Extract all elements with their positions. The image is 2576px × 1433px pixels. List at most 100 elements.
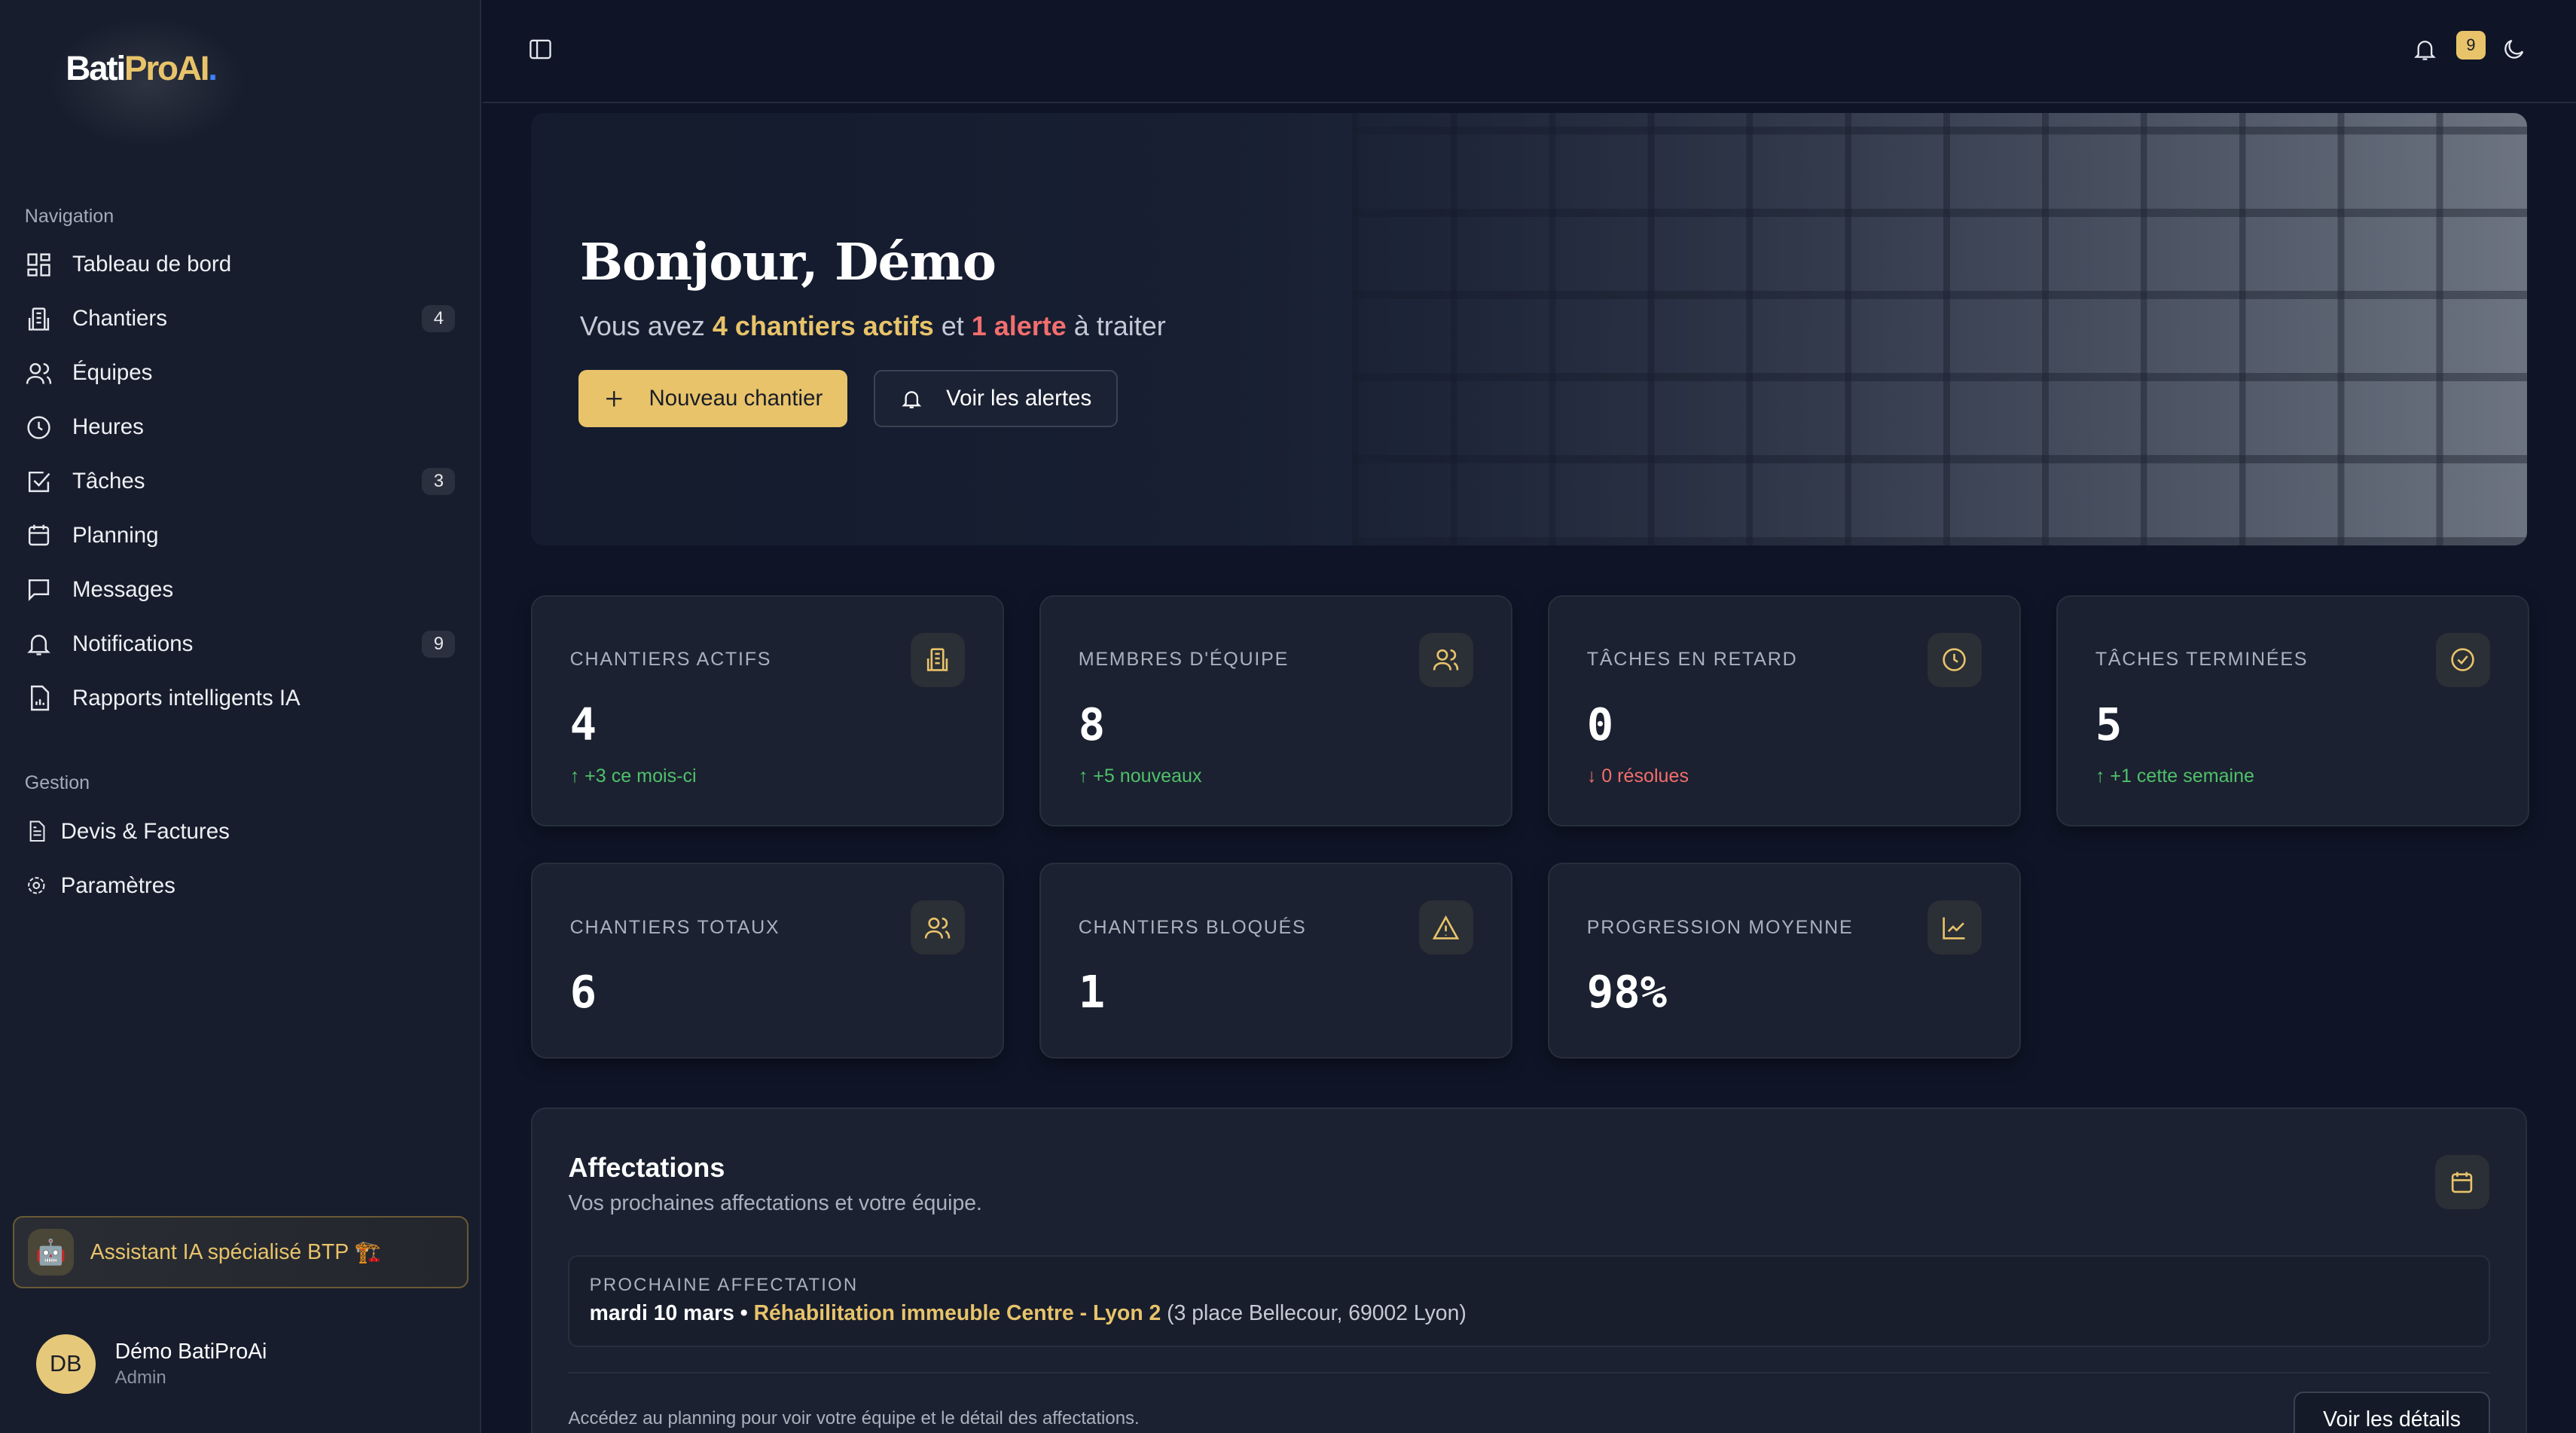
- sidebar-item-label: Notifications: [72, 631, 194, 656]
- message-icon: [28, 579, 49, 602]
- bell-icon[interactable]: [2412, 36, 2438, 63]
- stat-label: TÂCHES TERMINÉES: [2095, 649, 2309, 671]
- users-icon: [910, 900, 965, 955]
- stat-label: MEMBRES D'ÉQUIPE: [1078, 649, 1290, 671]
- user-name: Démo BatiProAi: [114, 1339, 267, 1364]
- sidebar-item-label: Planning: [72, 523, 159, 548]
- check-square-icon: [28, 471, 50, 492]
- sidebar-item-0[interactable]: Tableau de bord: [25, 242, 456, 288]
- count-badge: 9: [422, 630, 456, 658]
- stat-value: 4: [569, 698, 597, 750]
- sidebar-item-label: Tâches: [72, 469, 145, 494]
- stat-card[interactable]: MEMBRES D'ÉQUIPE 8 ↑ +5 nouveaux: [1039, 594, 1512, 827]
- greeting-title: Bonjour, Démo: [579, 231, 997, 292]
- view-details-button[interactable]: Voir les détails: [2293, 1392, 2491, 1433]
- logo-glow: [49, 16, 247, 148]
- check-circle-icon: [2435, 632, 2490, 687]
- sidebar-item-1[interactable]: Chantiers 4: [25, 296, 456, 342]
- building-icon: [910, 632, 965, 687]
- sidebar-item-7[interactable]: Notifications 9: [25, 621, 456, 667]
- affectations-card: Affectations Vos prochaines affectations…: [530, 1108, 2527, 1433]
- sidebar-item-5[interactable]: Planning: [25, 513, 456, 559]
- sidebar-item-8[interactable]: Rapports intelligents IA: [25, 675, 456, 721]
- plus-icon: [606, 390, 622, 407]
- stat-card[interactable]: PROGRESSION MOYENNE 98%: [1547, 863, 2021, 1059]
- bell-icon: [902, 390, 922, 408]
- users-icon: [1418, 632, 1473, 687]
- sidebar-item-label: Heures: [72, 414, 144, 440]
- sidebar-item-3[interactable]: Heures: [25, 405, 456, 451]
- sidebar-item-label: Équipes: [72, 360, 153, 386]
- greeting-subtitle: Vous avez 4 chantiers actifs et 1 alerte…: [579, 310, 1166, 342]
- stat-value: 8: [1078, 698, 1106, 750]
- user-role: Admin: [114, 1367, 166, 1388]
- stat-value: 0: [1586, 698, 1614, 750]
- next-assignment-value: mardi 10 mars • Réhabilitation immeuble …: [589, 1301, 1467, 1326]
- stat-label: CHANTIERS TOTAUX: [569, 916, 780, 938]
- affectations-subtitle: Vos prochaines affectations et votre équ…: [568, 1191, 982, 1216]
- sidebar-item-2[interactable]: Équipes: [25, 350, 456, 396]
- clock-icon: [27, 415, 50, 439]
- view-alerts-button[interactable]: Voir les alertes: [874, 369, 1118, 428]
- stat-label: CHANTIERS BLOQUÉS: [1078, 916, 1307, 938]
- new-chantier-button[interactable]: Nouveau chantier: [578, 369, 847, 428]
- stat-label: PROGRESSION MOYENNE: [1586, 916, 1854, 938]
- building-icon: [28, 307, 49, 331]
- sidebar-toggle-icon[interactable]: [527, 36, 554, 63]
- stat-card[interactable]: TÂCHES EN RETARD 0 ↓ 0 résolues: [1547, 594, 2021, 827]
- stat-label: TÂCHES EN RETARD: [1586, 649, 1798, 671]
- stat-card[interactable]: CHANTIERS ACTIFS 4 ↑ +3 ce mois-ci: [530, 594, 1004, 827]
- user-profile[interactable]: DB Démo BatiProAi Admin: [35, 1334, 267, 1394]
- gear-icon: [27, 877, 45, 894]
- stat-card[interactable]: TÂCHES TERMINÉES 5 ↑ +1 cette semaine: [2056, 594, 2529, 827]
- stat-trend: ↓ 0 résolues: [1586, 765, 1689, 787]
- affectations-title: Affectations: [568, 1151, 725, 1183]
- notification-badge[interactable]: 9: [2455, 31, 2486, 60]
- chart-line-icon: [1927, 900, 1982, 955]
- count-badge: 4: [422, 304, 456, 333]
- stat-label: CHANTIERS ACTIFS: [569, 649, 772, 671]
- nav-section-title: Navigation: [24, 205, 114, 227]
- sidebar-item-4[interactable]: Tâches 3: [25, 459, 456, 505]
- report-icon: [30, 686, 49, 711]
- sidebar-item-label: Messages: [72, 577, 174, 603]
- stat-value: 6: [569, 966, 597, 1019]
- file-icon: [29, 820, 45, 842]
- stat-value: 1: [1078, 966, 1106, 1019]
- stat-card[interactable]: CHANTIERS TOTAUX 6: [530, 863, 1004, 1059]
- sidebar: BatiProAI. Navigation Tableau de bord Cha…: [0, 0, 482, 1433]
- next-assignment-label: PROCHAINE AFFECTATION: [589, 1275, 859, 1296]
- sidebar-item-parametres[interactable]: Paramètres: [25, 863, 456, 909]
- stat-trend: ↑ +1 cette semaine: [2095, 765, 2255, 787]
- hero-banner: Bonjour, Démo Vous avez 4 chantiers acti…: [530, 113, 2527, 546]
- calendar-icon: [28, 525, 49, 546]
- stat-trend: ↑ +3 ce mois-ci: [569, 765, 697, 787]
- sidebar-item-label: Rapports intelligents IA: [72, 685, 301, 710]
- ai-assistant-label: Assistant IA spécialisé BTP 🏗️: [90, 1240, 381, 1264]
- sidebar-item-label: Chantiers: [72, 306, 167, 332]
- gestion-section-title: Gestion: [24, 772, 90, 794]
- topbar: [483, 0, 2576, 104]
- sidebar-item-devis[interactable]: Devis & Factures: [25, 808, 456, 854]
- stat-trend: ↑ +5 nouveaux: [1078, 765, 1202, 787]
- robot-icon: 🤖: [27, 1229, 74, 1276]
- users-icon: [26, 362, 51, 384]
- dashboard-icon: [27, 252, 50, 277]
- stat-value: 5: [2095, 698, 2123, 750]
- count-badge: 3: [422, 467, 456, 496]
- stat-card[interactable]: CHANTIERS BLOQUÉS 1: [1039, 863, 1512, 1059]
- sidebar-item-label: Devis & Factures: [60, 818, 230, 844]
- avatar: DB: [35, 1334, 96, 1394]
- stat-value: 98%: [1586, 966, 1668, 1019]
- next-assignment[interactable]: PROCHAINE AFFECTATION mardi 10 mars • Ré…: [568, 1255, 2491, 1348]
- calendar-icon: [2434, 1155, 2489, 1210]
- sidebar-item-label: Paramètres: [60, 872, 175, 898]
- sidebar-item-label: Tableau de bord: [72, 252, 232, 277]
- moon-icon[interactable]: [2501, 36, 2527, 63]
- clock-icon: [1927, 632, 1982, 687]
- alert-triangle-icon: [1418, 900, 1473, 955]
- sidebar-item-6[interactable]: Messages: [25, 567, 456, 613]
- bell-icon: [26, 634, 50, 656]
- ai-assistant-button[interactable]: 🤖 Assistant IA spécialisé BTP 🏗️: [13, 1216, 469, 1288]
- logo[interactable]: BatiProAI.: [66, 49, 218, 88]
